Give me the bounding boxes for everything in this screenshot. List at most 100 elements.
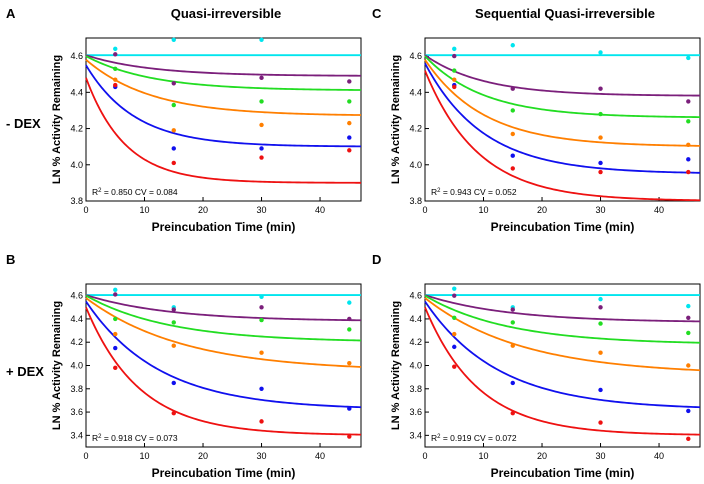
- chart-d-data-point-green: [510, 320, 515, 325]
- chart-d-data-point-green: [686, 330, 691, 336]
- r2-label: R: [92, 187, 98, 197]
- chart-d-xtick-label: 30: [596, 451, 606, 461]
- r2-value: 0.919: [450, 433, 472, 443]
- chart-c-data-point-purple: [452, 53, 457, 59]
- r2-superscript: 2: [98, 434, 102, 440]
- chart-a-data-point-orange: [171, 128, 176, 133]
- chart-d-xtick-label: 10: [479, 451, 489, 461]
- chart-d-ytick-label: 3.6: [409, 407, 422, 417]
- chart-c-ytick-label: 4.4: [409, 87, 422, 97]
- chart-a-data-point-cyan: [259, 37, 264, 43]
- r2-label: R: [431, 187, 437, 197]
- chart-a-data-point-purple: [171, 81, 176, 86]
- chart-b-data-point-orange: [113, 331, 118, 337]
- chart-b-ytick-label: 4.2: [70, 337, 83, 347]
- chart-b-data-point-purple: [171, 307, 176, 312]
- chart-a-data-point-blue: [259, 146, 264, 151]
- chart-d-xtick-label: 0: [422, 451, 427, 461]
- chart-b-xtick-label: 30: [257, 451, 267, 461]
- chart-d-ytick-label: 3.4: [409, 430, 422, 440]
- panel-letter-b: B: [6, 252, 16, 267]
- cv-value: 0.073: [156, 433, 178, 443]
- chart-c-fit-line-orange: [424, 59, 701, 147]
- chart-c-stats: R2 = 0.943 CV = 0.052: [431, 187, 517, 197]
- chart-b-data-point-orange: [171, 343, 176, 348]
- column-title-sequential: Sequential Quasi-irreversible: [475, 6, 655, 21]
- chart-a-frame: [85, 37, 362, 202]
- chart-d-data-point-purple: [452, 293, 457, 298]
- row-label-minus-dex: - DEX: [6, 116, 41, 131]
- chart-a-ytick-label: 4.2: [70, 124, 83, 134]
- chart-b-ytick-label: 3.4: [70, 430, 83, 440]
- chart-b-ytick-label: 4.6: [70, 291, 83, 301]
- r2-value: 0.850: [111, 187, 133, 197]
- chart-a-xtick-label: 10: [140, 205, 150, 215]
- chart-a-data-point-blue: [113, 84, 118, 90]
- chart-c-data-point-red: [686, 169, 691, 175]
- chart-d-data-point-red: [510, 411, 515, 416]
- chart-d-data-point-blue: [452, 344, 457, 350]
- chart-b-ytick-label: 3.6: [70, 407, 83, 417]
- chart-b-data-point-purple: [347, 316, 352, 322]
- chart-b-xtick-label: 20: [198, 451, 208, 461]
- chart-b-xtick-label: 10: [140, 451, 150, 461]
- r2-equals: =: [101, 187, 111, 197]
- cv-label: CV =: [471, 433, 495, 443]
- chart-c-data-point-green: [686, 119, 691, 124]
- cv-value: 0.084: [156, 187, 178, 197]
- chart-b-ytick-label: 4.4: [70, 314, 83, 324]
- chart-b-y-axis-label: LN % Activity Remaining: [51, 301, 63, 430]
- chart-c-data-point-cyan: [510, 43, 515, 48]
- chart-d-data-point-cyan: [510, 305, 515, 310]
- chart-a-ytick-label: 4.6: [70, 51, 83, 61]
- r2-label: R: [92, 433, 98, 443]
- chart-d-data-point-cyan: [686, 303, 691, 309]
- chart-a-xtick-label: 40: [315, 205, 325, 215]
- chart-b-data-point-cyan: [259, 294, 264, 300]
- chart-d-data-point-cyan: [598, 296, 603, 302]
- chart-b-xtick-label: 40: [315, 451, 325, 461]
- chart-b-data-point-blue: [113, 345, 118, 351]
- cv-value: 0.052: [495, 187, 517, 197]
- chart-c-xtick-label: 40: [654, 205, 664, 215]
- chart-a-data-point-purple: [347, 79, 352, 84]
- chart-a-data-point-purple: [259, 75, 264, 81]
- r2-equals: =: [440, 433, 450, 443]
- chart-c-ytick-label: 4.2: [409, 124, 422, 134]
- panel-letter-a: A: [6, 6, 16, 21]
- chart-c-data-point-green: [598, 111, 603, 117]
- chart-a-data-point-orange: [347, 120, 352, 126]
- chart-a-data-point-green: [171, 102, 176, 108]
- chart-d-data-point-orange: [452, 331, 457, 337]
- chart-b-frame: [85, 283, 362, 448]
- chart-b-data-point-green: [259, 317, 264, 323]
- chart-b-data-point-blue: [171, 380, 176, 386]
- chart-d-data-point-orange: [686, 363, 691, 368]
- chart-d-stats: R2 = 0.919 CV = 0.072: [431, 433, 517, 443]
- chart-a-stats: R2 = 0.850 CV = 0.084: [92, 187, 178, 197]
- chart-c-data-point-green: [452, 68, 457, 73]
- chart-b-fit-line-purple: [85, 294, 362, 322]
- chart-d-data-point-green: [452, 315, 457, 320]
- r2-equals: =: [101, 433, 111, 443]
- chart-c-data-point-purple: [686, 99, 691, 104]
- chart-a-ytick-label: 4.0: [70, 160, 83, 170]
- chart-b-xtick-label: 0: [83, 451, 88, 461]
- chart-a-fit-line-orange: [85, 59, 362, 116]
- chart-a-data-point-purple: [113, 52, 118, 57]
- chart-d-data-point-blue: [686, 408, 691, 414]
- chart-c-data-point-blue: [510, 153, 515, 158]
- chart-b-ytick-label: 4.0: [70, 361, 83, 371]
- chart-a-data-point-cyan: [113, 46, 118, 52]
- chart-d-xtick-label: 40: [654, 451, 664, 461]
- chart-a-data-point-red: [259, 155, 264, 160]
- chart-c-data-point-green: [510, 108, 515, 113]
- chart-c-frame: [424, 37, 701, 202]
- chart-d-data-point-blue: [510, 380, 515, 386]
- r2-superscript: 2: [437, 434, 441, 440]
- r2-superscript: 2: [437, 188, 441, 194]
- chart-c-y-axis-label: LN % Activity Remaining: [390, 55, 402, 184]
